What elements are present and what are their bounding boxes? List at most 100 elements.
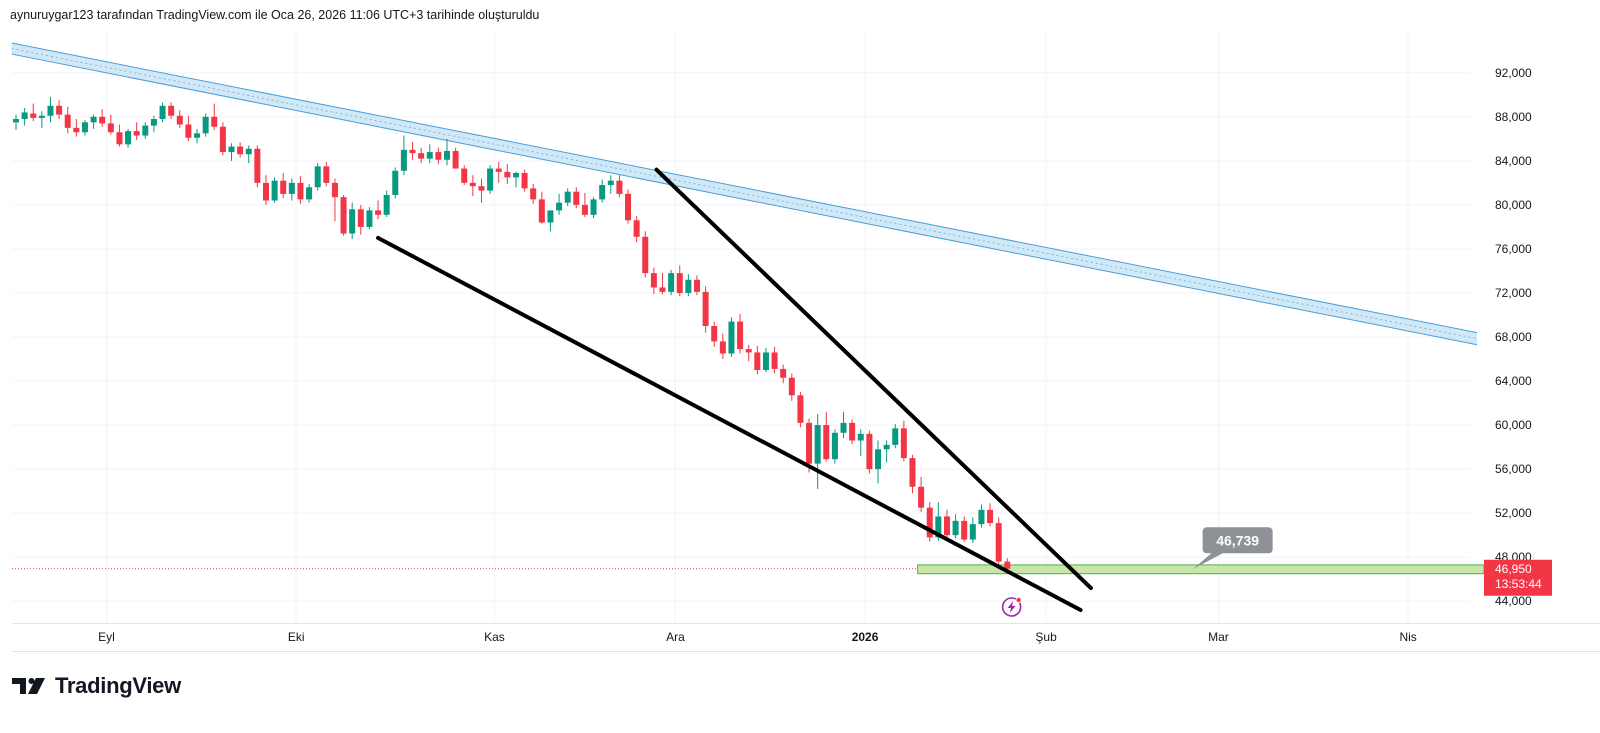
candle-body [926,507,933,538]
candle-body [883,444,890,450]
candle-body [323,166,330,183]
x-tick-label: Ara [666,630,685,644]
candle-body [409,149,416,154]
last-price-box [1484,559,1552,596]
candle-body [866,433,873,470]
candle-body [504,171,511,178]
y-tick-label: 84,000 [1495,154,1532,168]
y-tick-label: 72,000 [1495,286,1532,300]
x-tick-label: Kas [484,630,505,644]
candle-body [823,425,830,460]
candle-body [659,287,666,292]
candle-body [478,186,485,191]
candle-body [590,199,597,215]
candle-body [633,220,640,237]
candle-body [685,279,692,293]
candle-body [202,116,209,134]
candle-body [547,210,554,223]
candle-body [21,112,28,120]
candle-body [849,422,856,441]
candle-body [38,115,45,118]
candle-body [219,126,226,153]
chart-caption: aynuruygar123 tarafından TradingView.com… [10,8,540,22]
candle-body [262,182,269,201]
candle-body [349,209,356,234]
y-tick-label: 52,000 [1495,506,1532,520]
y-tick-label: 44,000 [1495,594,1532,608]
x-tick-label: Eyl [98,630,115,644]
candle-body [435,152,442,160]
candle-body [228,146,235,153]
candles [13,96,1011,574]
candle-body [366,210,373,227]
candle-body [616,180,623,194]
candle-body [331,182,338,198]
candle-body [771,352,778,369]
brand[interactable]: TradingView [12,672,181,700]
y-tick-label: 68,000 [1495,330,1532,344]
y-tick-label: 64,000 [1495,374,1532,388]
candle-body [521,172,528,189]
candle-body [194,133,201,138]
candle-body [1004,561,1011,569]
candle-body [607,180,614,186]
candle-body [306,187,313,200]
price-callout[interactable]: 46,739 [1192,527,1273,570]
candle-body [711,325,718,342]
candle-body [728,321,735,354]
x-tick-label: Mar [1208,630,1229,644]
lightning-icon[interactable] [1001,597,1022,617]
x-tick-label: Şub [1035,630,1057,644]
candle-body [573,191,580,205]
candle-body [642,236,649,274]
candle-body [556,202,563,211]
candle-body [418,153,425,159]
candle-body [469,182,476,187]
candle-body [280,180,287,194]
candle-body [383,194,390,215]
candle-body [81,122,88,133]
candle-body [702,291,709,326]
candle-body [892,428,899,445]
candle-body [340,197,347,234]
candle-body [150,119,157,126]
callout-value: 46,739 [1216,532,1259,548]
y-tick-label: 80,000 [1495,198,1532,212]
candle-body [185,124,192,138]
candle-body [737,321,744,350]
candle-body [978,509,985,525]
candle-body [133,131,140,136]
candle-body [650,273,657,288]
y-tick-label: 76,000 [1495,242,1532,256]
falling-wedge[interactable] [376,167,1093,613]
candle-body [90,116,97,123]
candle-body [125,131,132,145]
candle-body [176,115,183,125]
bolt-glyph [1007,601,1016,613]
candle-body [357,209,364,227]
candle-body [625,193,632,221]
descending-channel[interactable] [11,42,1478,346]
candle-body [969,524,976,540]
candle-body [875,449,881,470]
y-tick-label: 56,000 [1495,462,1532,476]
candle-body [797,395,804,423]
candle-body [47,105,54,116]
candle-body [788,377,795,396]
tradingview-logo-icon [12,678,45,694]
candle-body [288,182,295,194]
candle-body [452,150,459,169]
candle-body [676,273,683,293]
candle-body [745,349,752,353]
candle-body [599,185,606,200]
candle-body [806,422,813,464]
candle-body [211,116,218,127]
candle-body [495,168,502,172]
candle-body [487,168,494,191]
channel-midline [11,48,1478,340]
candle-body [693,279,700,292]
candle-body [64,114,71,128]
x-axis: Eyl Eki Kas Ara 2026 Şub Mar Nis [98,630,1417,644]
last-price-tag: 46,950 13:53:44 [1484,559,1552,596]
